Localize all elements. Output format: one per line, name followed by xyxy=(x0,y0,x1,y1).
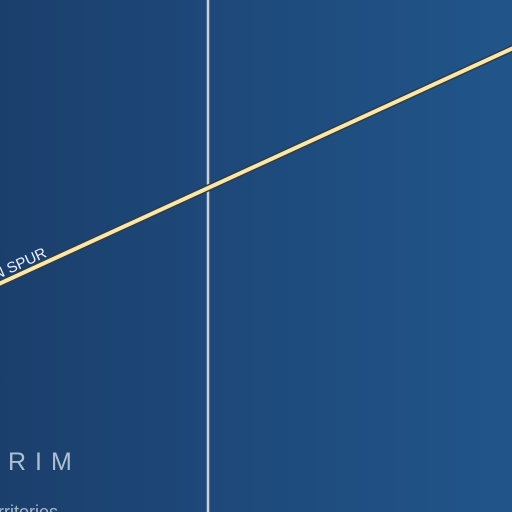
route-line[interactable] xyxy=(0,44,512,288)
territories-label: rritories xyxy=(0,502,58,512)
region-label: RIM xyxy=(8,448,81,476)
rail-route[interactable] xyxy=(0,44,512,288)
